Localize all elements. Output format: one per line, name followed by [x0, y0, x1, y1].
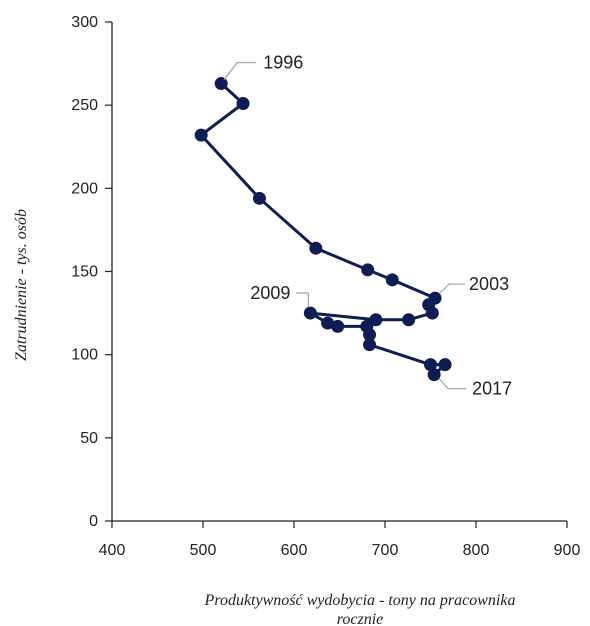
x-tick-label: 400: [99, 542, 126, 559]
annotation-label: 2003: [469, 274, 509, 294]
y-tick-label: 100: [71, 347, 98, 364]
x-tick-label: 800: [463, 542, 490, 559]
annotation-leader: [296, 292, 310, 308]
data-point: [331, 319, 345, 333]
annotation-label: 2017: [472, 379, 512, 399]
x-tick-label: 500: [190, 542, 217, 559]
annotation-label: 2009: [250, 283, 290, 303]
data-point: [385, 273, 399, 287]
data-point: [194, 128, 208, 142]
data-point: [427, 368, 441, 382]
x-axis-title-line-2: rocznie: [337, 611, 384, 626]
y-tick-label: 50: [80, 430, 98, 447]
data-point: [424, 358, 437, 372]
y-tick-label: 200: [71, 180, 98, 197]
y-tick-label: 250: [71, 97, 98, 114]
y-tick-label: 300: [71, 14, 98, 31]
data-point: [363, 328, 377, 342]
data-point: [438, 358, 452, 372]
data-point: [321, 316, 335, 330]
annotation-label: 1996: [263, 53, 303, 73]
data-point: [361, 263, 375, 277]
y-tick-label: 150: [71, 264, 98, 281]
x-tick-label: 700: [372, 542, 399, 559]
annotations: 1996 2003 2009 2017: [223, 53, 512, 399]
annotation-leader: [439, 283, 466, 294]
data-point: [303, 306, 317, 320]
data-point: [425, 306, 439, 320]
y-tick-label: 0: [89, 513, 98, 530]
data-point: [402, 313, 416, 327]
data-point: [236, 97, 250, 111]
annotation-leader: [438, 378, 467, 390]
x-tick-label: 900: [554, 542, 581, 559]
axes: 0 50 100 150 200 250 300 400 500 600 700 800 900: [71, 14, 580, 559]
annotation-leader: [223, 61, 257, 80]
series-line: [199, 82, 447, 376]
data-point: [309, 241, 323, 255]
data-point: [214, 77, 228, 91]
data-point: [252, 191, 266, 205]
series: [194, 77, 452, 382]
y-axis-title: Zatrudnienie - tys. osób: [13, 209, 30, 361]
x-axis-title-line-1: Produktywność wydobycia - tony na pracow…: [204, 592, 516, 609]
data-point: [363, 338, 377, 352]
data-point: [369, 313, 383, 327]
x-tick-label: 600: [281, 542, 308, 559]
